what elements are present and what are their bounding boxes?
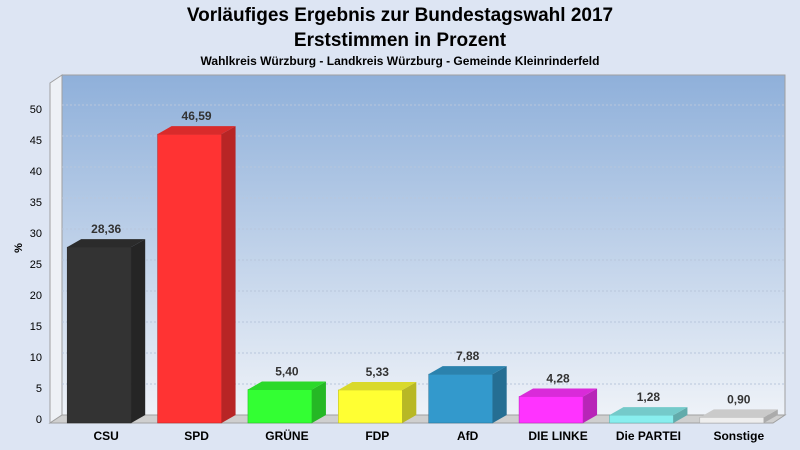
category-label: AfD	[457, 429, 479, 443]
value-label: 46,59	[182, 109, 212, 123]
bar-top	[247, 381, 326, 390]
y-tick-label: 40	[30, 166, 42, 178]
bars	[66, 126, 778, 424]
bar	[699, 417, 765, 424]
bar	[338, 389, 403, 424]
value-label: 0,90	[727, 392, 751, 406]
category-label: DIE LINKE	[528, 429, 587, 443]
bar-top	[609, 407, 688, 416]
bar	[66, 246, 132, 424]
y-tick-label: 45	[30, 135, 42, 147]
category-label: Die PARTEI	[616, 429, 681, 443]
category-label: Sonstige	[713, 429, 764, 443]
bar	[518, 396, 584, 424]
value-label: 5,33	[366, 365, 390, 379]
chart-title: Vorläufiges Ergebnis zur Bundestagswahl …	[187, 5, 613, 26]
bar-side	[131, 239, 146, 423]
category-label: SPD	[184, 429, 209, 443]
bar-top	[699, 409, 778, 418]
bar-side	[673, 407, 688, 423]
chart-subtitle: Erststimmen in Prozent	[294, 30, 507, 51]
y-tick-label: 5	[36, 383, 42, 395]
bar-top	[428, 366, 507, 375]
bar-top	[519, 388, 598, 397]
bar-side	[221, 126, 236, 423]
value-label: 28,36	[91, 222, 121, 236]
bar-side	[311, 381, 326, 423]
value-label: 1,28	[637, 390, 661, 404]
bar-side	[492, 366, 507, 423]
bar-side	[583, 388, 598, 423]
category-label: FDP	[365, 429, 389, 443]
y-tick-label: 30	[30, 228, 42, 240]
bar	[609, 414, 674, 424]
y-axis-label: %	[13, 243, 25, 253]
bar-top	[67, 239, 146, 248]
plot-side-wall	[49, 74, 63, 424]
bar	[157, 133, 222, 424]
category-label: CSU	[94, 429, 119, 443]
bar	[247, 389, 313, 424]
bar-top	[338, 381, 417, 390]
y-tick-label: 25	[30, 259, 42, 271]
y-tick-label: 15	[30, 321, 42, 333]
y-tick-label: 50	[30, 104, 42, 116]
y-axis: 0 5 10 15 20 25 30 35 40 45 50	[30, 104, 42, 426]
category-label: GRÜNE	[265, 428, 308, 443]
labels: 28,36 CSU 46,59 SPD 5,40 GRÜNE 5,33 FDP 7,88 AfD 4…	[91, 109, 764, 443]
value-label: 7,88	[456, 349, 480, 363]
value-label: 5,40	[275, 365, 299, 379]
bar-side	[763, 409, 778, 423]
bar-side	[402, 381, 417, 423]
y-tick-label: 35	[30, 197, 42, 209]
chart-caption: Wahlkreis Würzburg - Landkreis Würzburg …	[201, 54, 600, 68]
y-tick-label: 20	[30, 290, 42, 302]
bar	[428, 373, 493, 424]
y-tick-label: 0	[36, 414, 42, 426]
y-tick-label: 10	[30, 352, 42, 364]
value-label: 4,28	[546, 371, 570, 385]
bar-top	[157, 126, 236, 135]
